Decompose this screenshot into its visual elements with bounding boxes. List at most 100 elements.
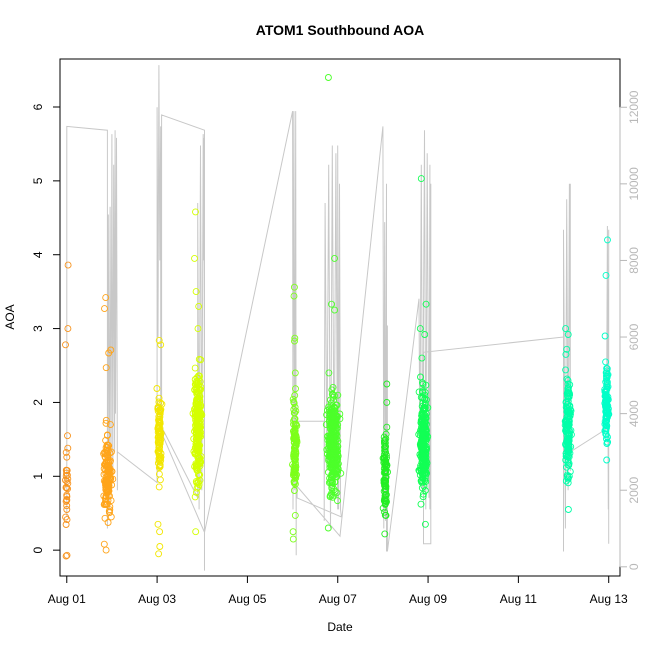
data-point [63, 471, 71, 479]
data-point [64, 479, 72, 487]
data-point [328, 471, 336, 479]
data-point [564, 475, 572, 483]
data-point [381, 492, 389, 500]
data-point [415, 430, 423, 438]
data-point-outlier [154, 520, 162, 528]
y-tick-label: 2 [31, 399, 45, 406]
data-point [419, 379, 426, 387]
data-point [422, 381, 430, 389]
data-point [191, 364, 199, 372]
data-point [195, 422, 203, 430]
data-point [154, 447, 162, 455]
y2-tick-label: 0 [627, 563, 641, 570]
data-point [566, 431, 573, 439]
data-point [325, 452, 333, 460]
data-point [105, 466, 113, 474]
data-point [566, 406, 574, 414]
data-point [291, 459, 299, 467]
data-point [331, 449, 339, 457]
data-point [329, 383, 337, 391]
data-point [63, 453, 71, 461]
data-point [192, 435, 200, 443]
data-point [419, 493, 427, 501]
data-point-outlier [421, 331, 429, 338]
data-point [381, 511, 389, 519]
data-point-outlier [63, 484, 71, 492]
data-point [334, 460, 342, 468]
data-point-outlier [562, 325, 570, 333]
y2-tick-label: 12000 [627, 90, 641, 124]
data-point [604, 371, 612, 379]
data-point-outlier [416, 325, 424, 333]
y-tick-label: 6 [31, 103, 45, 110]
data-point-outlier [290, 292, 298, 300]
data-point [563, 424, 571, 432]
data-point [191, 386, 199, 394]
data-point [566, 468, 574, 476]
data-point [419, 490, 427, 498]
data-point [380, 465, 388, 473]
y-tick-label: 5 [31, 177, 45, 184]
data-point [158, 400, 166, 408]
data-point [419, 387, 426, 395]
x-tick-label: Aug 03 [138, 592, 176, 606]
data-point [194, 412, 202, 420]
data-point-outlier [331, 306, 339, 314]
data-point [601, 399, 609, 407]
data-point [104, 487, 112, 495]
data-point [382, 482, 390, 490]
data-point [329, 421, 337, 429]
data-point [292, 385, 299, 393]
data-point [421, 431, 429, 439]
data-point [329, 391, 337, 399]
data-point [333, 457, 341, 465]
data-point [192, 416, 200, 424]
data-point [62, 448, 70, 456]
data-point [104, 519, 112, 526]
data-point [327, 461, 335, 469]
data-point [104, 446, 112, 454]
data-point [380, 476, 388, 484]
data-point [421, 404, 428, 411]
data-point [191, 493, 199, 501]
x-tick-label: Aug 01 [48, 592, 86, 606]
data-point [290, 420, 297, 428]
data-point-outlier [383, 380, 391, 388]
data-point [333, 489, 341, 497]
data-point [565, 418, 573, 426]
data-point [196, 431, 204, 439]
data-point-outlier [421, 520, 429, 528]
data-point [334, 497, 341, 505]
data-point-outlier [601, 332, 609, 340]
data-point [564, 377, 572, 384]
data-point [195, 382, 203, 389]
y-tick-label: 4 [31, 251, 45, 258]
x-tick-label: Aug 05 [228, 592, 266, 606]
x-axis-label: Date [327, 620, 353, 634]
data-point-outlier [381, 530, 389, 538]
data-point [383, 423, 391, 431]
x-tick-label: Aug 07 [319, 592, 357, 606]
data-point [564, 446, 572, 454]
y2-tick-label: 6000 [627, 323, 641, 350]
data-point-outlier [564, 331, 572, 338]
data-point-outlier [63, 551, 71, 559]
data-point [193, 420, 201, 428]
data-point [156, 418, 164, 426]
data-point-outlier [64, 261, 72, 269]
data-point [102, 419, 110, 427]
data-point [290, 398, 298, 406]
y-tick-label: 1 [31, 473, 45, 480]
data-point [602, 372, 610, 380]
data-point [62, 484, 70, 491]
data-point-outlier [604, 236, 611, 244]
data-point [381, 477, 389, 485]
y2-tick-label: 4000 [627, 400, 641, 427]
data-point [195, 355, 203, 363]
data-point [155, 457, 163, 465]
data-point-outlier [105, 349, 113, 357]
data-point [602, 358, 610, 366]
data-point [62, 521, 70, 528]
data-point [566, 381, 574, 389]
y-tick-label: 0 [31, 546, 45, 553]
